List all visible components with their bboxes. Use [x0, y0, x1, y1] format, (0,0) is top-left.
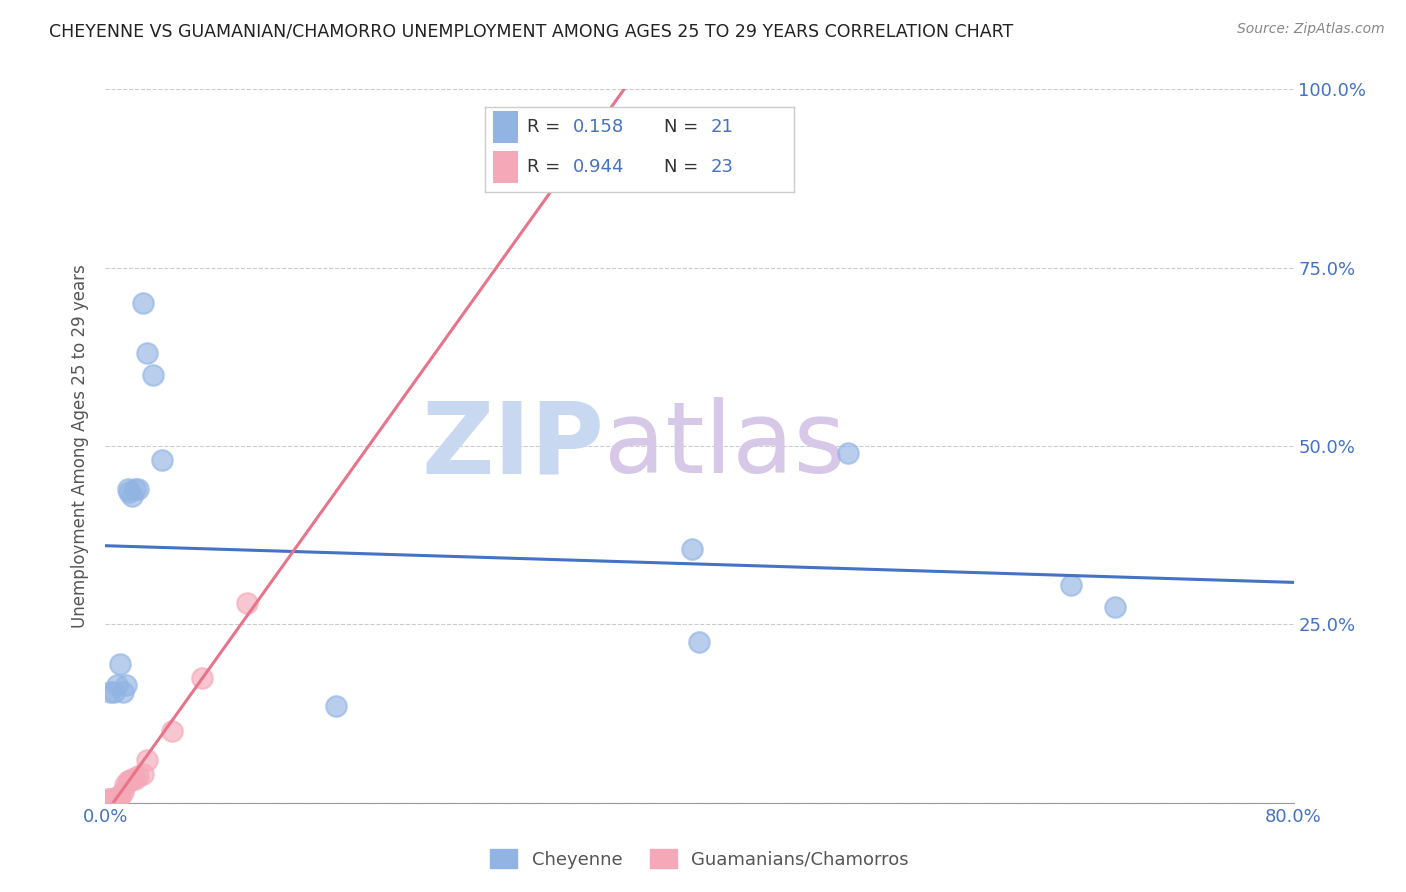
Legend: Cheyenne, Guamanians/Chamorros: Cheyenne, Guamanians/Chamorros [484, 842, 915, 876]
Point [131, 296, 153, 310]
Point [681, 542, 703, 557]
Text: ZIP: ZIP [422, 398, 605, 494]
Point [131, 767, 153, 781]
Point [325, 699, 347, 714]
Point [104, 796, 127, 810]
Point [100, 792, 122, 806]
Point [689, 635, 711, 649]
Text: N =: N = [665, 158, 704, 177]
Point [108, 790, 131, 805]
Point [127, 482, 149, 496]
Text: atlas: atlas [605, 398, 846, 494]
Point [117, 482, 139, 496]
Point [121, 489, 143, 503]
Text: R =: R = [527, 119, 565, 136]
Point [150, 453, 173, 467]
Point [142, 368, 165, 382]
Point [136, 346, 159, 360]
Text: 23: 23 [711, 158, 734, 177]
Point [110, 657, 132, 671]
Point [96, 796, 118, 810]
Point [105, 790, 128, 805]
Point [112, 685, 135, 699]
Point [191, 671, 214, 685]
Point [103, 796, 125, 810]
Y-axis label: Unemployment Among Ages 25 to 29 years: Unemployment Among Ages 25 to 29 years [72, 264, 90, 628]
Point [105, 678, 128, 692]
Point [112, 785, 135, 799]
Point [98, 792, 121, 806]
Text: R =: R = [527, 158, 565, 177]
Point [1104, 599, 1126, 614]
Point [101, 796, 124, 810]
Point [136, 753, 159, 767]
Text: 0.944: 0.944 [574, 158, 624, 177]
Point [118, 774, 141, 789]
Point [114, 778, 136, 792]
Point [837, 446, 859, 460]
Point [115, 678, 138, 692]
Point [1060, 578, 1083, 592]
Point [110, 789, 132, 803]
Point [97, 792, 120, 806]
Point [127, 769, 149, 783]
Point [117, 774, 139, 789]
Point [94, 796, 117, 810]
Bar [492, 112, 517, 144]
Point [235, 596, 257, 610]
Text: 21: 21 [711, 119, 734, 136]
Point [124, 772, 146, 787]
Point [162, 724, 184, 739]
Text: 0.158: 0.158 [574, 119, 624, 136]
Point [103, 685, 125, 699]
Point [98, 685, 121, 699]
Text: Source: ZipAtlas.com: Source: ZipAtlas.com [1237, 22, 1385, 37]
Text: CHEYENNE VS GUAMANIAN/CHAMORRO UNEMPLOYMENT AMONG AGES 25 TO 29 YEARS CORRELATIO: CHEYENNE VS GUAMANIAN/CHAMORRO UNEMPLOYM… [49, 22, 1014, 40]
Point [124, 482, 146, 496]
Point [118, 485, 141, 500]
Bar [492, 151, 517, 183]
Point [121, 772, 143, 787]
Text: N =: N = [665, 119, 704, 136]
